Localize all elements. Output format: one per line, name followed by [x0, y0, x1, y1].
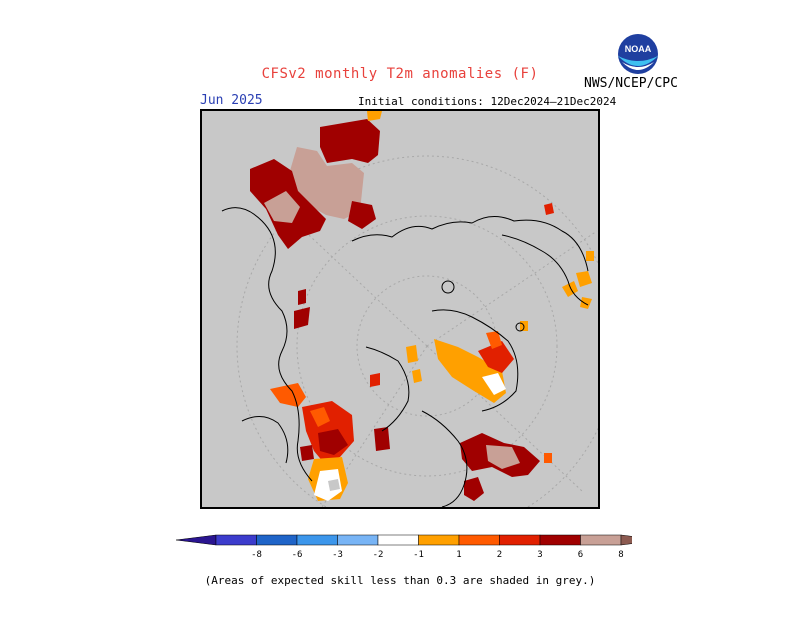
legend-swatch	[458, 534, 500, 546]
legend-swatch	[499, 534, 541, 546]
legend-tick-label: -2	[373, 550, 384, 560]
legend-tick-label: -3	[332, 550, 343, 560]
legend-swatch	[539, 534, 581, 546]
forecast-month: Jun 2025	[200, 93, 263, 108]
agency-label: NWS/NCEP/CPC	[584, 76, 678, 91]
polar-map-frame	[200, 109, 600, 509]
legend-tick-label: 2	[497, 550, 502, 560]
legend-arrow-left	[175, 534, 217, 546]
legend-swatch	[580, 534, 622, 546]
legend-tick-label: 1	[456, 550, 461, 560]
legend-tick-label: 6	[578, 550, 583, 560]
legend-tick-label: -1	[413, 550, 424, 560]
legend-tick-label: -8	[251, 550, 262, 560]
polar-map	[221, 111, 598, 507]
legend-swatch	[215, 534, 257, 546]
color-legend-bar: -8 -6 -3 -2 -1 1 2 3 6 8	[175, 534, 662, 560]
legend-swatch	[337, 534, 379, 546]
anomaly-region-asia	[250, 111, 382, 329]
legend-swatch	[418, 534, 460, 546]
anomaly-region-europe	[270, 383, 390, 501]
legend-tick-label: 8	[618, 550, 623, 560]
initial-conditions: Initial conditions: 12Dec2024–21Dec2024	[358, 95, 617, 108]
legend-tick-label: 3	[537, 550, 542, 560]
coastlines	[221, 207, 589, 507]
legend-tick-label: -6	[292, 550, 303, 560]
legend-swatch	[256, 534, 298, 546]
legend-arrow-right	[620, 534, 662, 546]
noaa-logo: NOAA	[616, 32, 660, 76]
anomaly-region-canada	[370, 321, 528, 403]
anomaly-region-lower-right	[460, 433, 552, 501]
color-legend: -8 -6 -3 -2 -1 1 2 3 6 8	[172, 530, 662, 560]
logo-lettering: NOAA	[625, 44, 652, 54]
anomaly-region-alaska	[544, 203, 594, 309]
footnote: (Areas of expected skill less than 0.3 a…	[204, 574, 596, 587]
legend-swatch	[377, 534, 419, 546]
chart-title: CFSv2 monthly T2m anomalies (F)	[261, 66, 539, 82]
legend-swatch	[296, 534, 338, 546]
